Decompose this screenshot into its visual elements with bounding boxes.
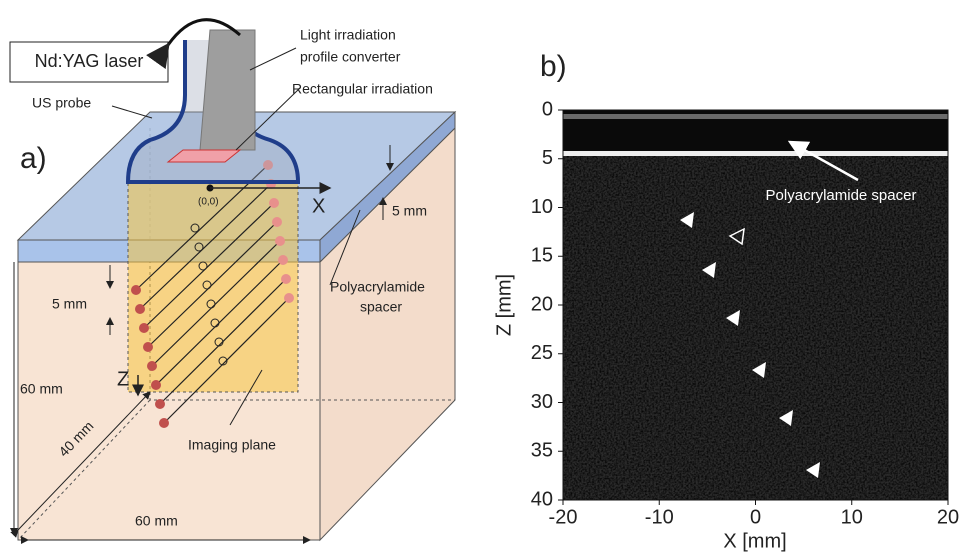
wire-end <box>281 274 291 284</box>
wire-end <box>139 323 149 333</box>
thickness-label: 5 mm <box>392 203 427 219</box>
leader <box>250 48 296 70</box>
speckle <box>563 110 948 500</box>
imaging-plane-label: Imaging plane <box>188 437 276 453</box>
z-axis-label: Z <box>117 368 129 390</box>
probe-label: US probe <box>32 95 91 111</box>
figure: a) Nd:YAG laser Light irradiation profil… <box>0 0 968 552</box>
spacer-label: spacer <box>360 299 402 315</box>
spacer-label: Polyacrylamide <box>330 279 425 295</box>
wire-end <box>275 236 285 246</box>
irradiation-label: Rectangular irradiation <box>292 81 433 97</box>
x-tick-label: -10 <box>645 506 674 528</box>
top-echo <box>563 114 948 119</box>
wire-end <box>272 217 282 227</box>
interface-echo <box>563 151 948 156</box>
y-tick-label: 15 <box>531 245 553 267</box>
height-label: 60 mm <box>20 381 63 397</box>
x-tick-label: 20 <box>937 506 959 528</box>
imaging-plane <box>128 182 298 392</box>
y-axis-title: Z [mm] <box>493 274 515 336</box>
origin-label: (0,0) <box>198 197 219 208</box>
y-tick-label: 35 <box>531 440 553 462</box>
panel-label: b) <box>540 50 567 83</box>
converter-label: profile converter <box>300 49 401 65</box>
x-axis-title: X [mm] <box>723 530 786 552</box>
y-tick-label: 0 <box>542 98 553 120</box>
leader <box>112 106 152 118</box>
wire-end <box>159 418 169 428</box>
wire-end <box>278 255 288 265</box>
laser-label: Nd:YAG laser <box>35 51 144 71</box>
wire-end <box>151 380 161 390</box>
x-axis-label: X <box>312 195 325 217</box>
wire-end <box>155 399 165 409</box>
y-tick-label: 10 <box>531 196 553 218</box>
width-label: 60 mm <box>135 513 178 529</box>
profile-converter <box>200 30 255 150</box>
spacing-label: 5 mm <box>52 296 87 312</box>
wire-end <box>143 342 153 352</box>
y-tick-label: 20 <box>531 293 553 315</box>
wire-end <box>135 304 145 314</box>
y-tick-label: 40 <box>531 488 553 510</box>
x-tick-label: 0 <box>750 506 761 528</box>
wire-end <box>147 361 157 371</box>
wire-end <box>131 285 141 295</box>
y-tick-label: 25 <box>531 342 553 364</box>
wire-end <box>269 198 279 208</box>
converter-label: Light irradiation <box>300 27 396 43</box>
panel-b: Polyacrylamide spacer b) X [mm] Z [mm] -… <box>493 50 959 552</box>
y-tick-label: 30 <box>531 391 553 413</box>
x-tick-label: 10 <box>841 506 863 528</box>
panel-a: a) Nd:YAG laser Light irradiation profil… <box>10 20 455 540</box>
annotation: Polyacrylamide spacer <box>766 187 917 204</box>
y-tick-label: 5 <box>542 147 553 169</box>
panel-label: a) <box>20 142 47 175</box>
wire-end <box>284 293 294 303</box>
